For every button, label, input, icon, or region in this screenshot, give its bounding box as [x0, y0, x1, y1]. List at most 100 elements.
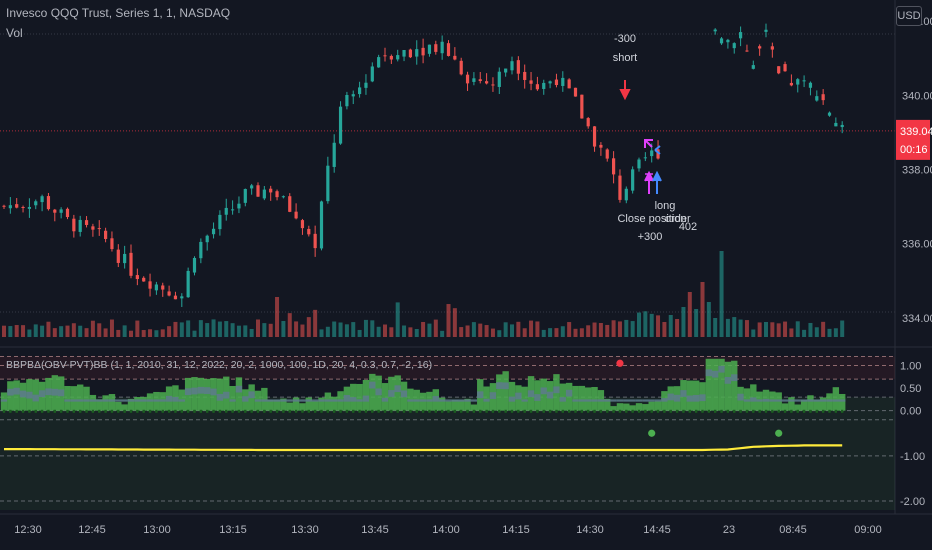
hist-band — [369, 381, 376, 389]
volume-bar — [833, 328, 838, 337]
hist-tick — [536, 409, 539, 413]
candle-body — [821, 94, 825, 101]
hist-tick — [34, 409, 37, 413]
short-qty-label: -300 — [614, 33, 636, 45]
hist-band — [458, 399, 465, 402]
hist-band — [83, 399, 90, 402]
hist-band — [292, 399, 300, 402]
candle-body — [294, 211, 298, 219]
hist-tick — [59, 409, 63, 413]
volume-bar — [516, 321, 521, 337]
hist-tick — [542, 409, 545, 413]
volume-bar — [313, 309, 318, 337]
hist-band — [470, 399, 478, 402]
hist-tick — [650, 409, 653, 413]
hist-bar — [235, 377, 243, 411]
volume-bar — [2, 325, 6, 337]
hist-tick — [663, 409, 666, 413]
hist-tick — [771, 409, 774, 413]
hist-band — [464, 399, 471, 402]
hist-tick — [301, 409, 304, 413]
hist-tick — [9, 409, 12, 413]
hist-bar — [654, 401, 662, 411]
hist-band — [515, 392, 522, 400]
time-tick: 13:00 — [143, 524, 171, 536]
hist-band — [680, 390, 687, 397]
hist-bar — [591, 386, 598, 411]
currency-button[interactable]: USD — [896, 6, 922, 26]
volume-bar — [421, 321, 426, 337]
hist-band — [635, 399, 643, 402]
hist-bar — [356, 383, 363, 411]
hist-tick — [841, 409, 844, 413]
hist-band — [38, 390, 46, 398]
hist-bar — [13, 380, 20, 411]
volume-bar — [173, 321, 178, 337]
candle-body — [224, 207, 228, 215]
candle-body — [827, 112, 832, 116]
hist-bar — [127, 398, 135, 411]
hist-tick — [656, 409, 660, 413]
volume-bar — [383, 324, 387, 337]
hist-band — [642, 399, 649, 402]
candle-body — [288, 196, 292, 212]
volume-bar — [783, 321, 788, 337]
volume-bar — [433, 319, 438, 337]
hist-band — [121, 399, 128, 402]
hist-tick — [764, 409, 768, 413]
short-arrow — [619, 80, 631, 101]
hist-tick — [66, 409, 69, 413]
hist-bar — [299, 403, 306, 411]
hist-band — [146, 399, 154, 402]
candle-body — [789, 82, 793, 86]
hist-band — [731, 374, 738, 382]
volume-bar — [452, 308, 457, 337]
candle-body — [612, 158, 616, 175]
long-arrow — [652, 170, 662, 194]
candle-body — [840, 124, 844, 128]
volume-bar — [465, 325, 470, 337]
candle-body — [453, 55, 457, 60]
volume-bar — [808, 322, 813, 337]
hist-bar — [102, 395, 109, 411]
hist-band — [381, 397, 389, 402]
volume-bar — [71, 323, 76, 337]
candle-body — [554, 79, 559, 86]
candle-body — [53, 209, 57, 213]
hist-tick — [371, 409, 374, 413]
volume-bar — [802, 329, 807, 337]
hist-tick — [548, 409, 552, 413]
volume-bar — [586, 325, 591, 337]
hist-tick — [21, 409, 25, 413]
candle-body — [770, 46, 774, 50]
candle-body — [459, 60, 463, 75]
hist-tick — [288, 409, 291, 413]
chart-title: Invesco QQQ Trust, Series 1, 1, NASDAQ — [6, 6, 231, 20]
volume-bar — [675, 319, 680, 337]
candle-body — [472, 78, 476, 82]
volume-bar — [751, 329, 756, 337]
candle-body — [497, 71, 501, 87]
volume-bar — [471, 322, 476, 337]
volume-bar — [160, 329, 165, 337]
hist-bar — [96, 399, 103, 411]
volume-bar — [617, 321, 622, 337]
hist-band — [235, 385, 243, 393]
candle-body — [389, 55, 393, 60]
long-entry-arrow — [654, 145, 661, 155]
hist-band — [419, 399, 427, 402]
volume-bar — [554, 328, 559, 337]
hist-tick — [212, 409, 215, 413]
volume-bar — [186, 320, 191, 337]
volume-bar — [440, 330, 445, 337]
time-tick: 14:00 — [432, 524, 460, 536]
hist-bar — [229, 386, 236, 411]
hist-bar — [610, 406, 617, 411]
hist-bar — [578, 385, 586, 411]
candle-body — [59, 209, 63, 213]
candle-body — [192, 257, 197, 273]
hist-tick — [504, 409, 507, 413]
volume-bar — [687, 292, 692, 337]
hist-bar — [305, 397, 312, 411]
